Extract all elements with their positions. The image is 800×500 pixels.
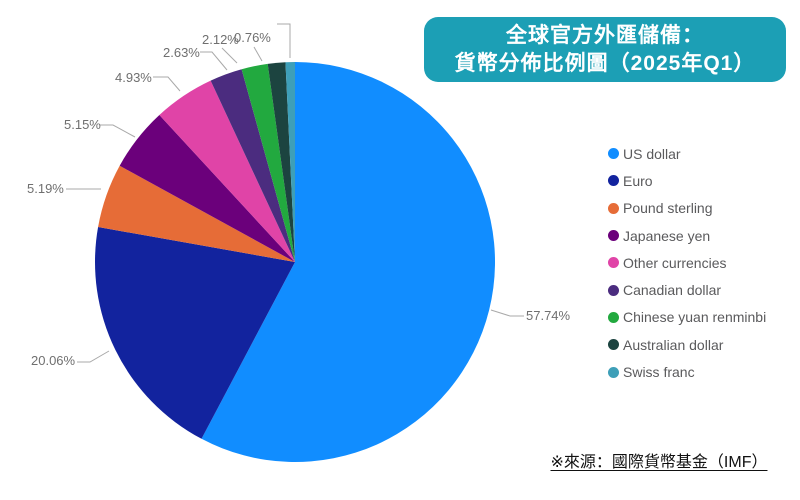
leader-chinese-yuan — [221, 47, 238, 64]
leader-us-dollar — [490, 309, 524, 317]
pie-slice-euro[interactable] — [95, 227, 296, 439]
pie-label-pound-sterling: 5.19% — [27, 181, 64, 196]
legend-label: Pound sterling — [623, 200, 713, 217]
leader-japanese-yen — [100, 124, 136, 138]
legend-label: Other currencies — [623, 254, 727, 271]
pie-label-other-currencies: 4.93% — [115, 70, 152, 85]
legend-label: Chinese yuan renminbi — [623, 309, 767, 326]
pie-slice-other-currencies[interactable] — [159, 80, 295, 262]
pie-slices — [95, 62, 496, 462]
legend-dot-japanese-yen — [608, 230, 619, 242]
legend-item-chinese-yuan-renminbi[interactable]: Chinese yuan renminbi — [608, 304, 766, 331]
legend-item-other-currencies[interactable]: Other currencies — [608, 249, 766, 276]
legend-label: Australian dollar — [623, 336, 724, 353]
legend-item-japanese-yen[interactable]: Japanese yen — [608, 222, 766, 249]
legend-label: Canadian dollar — [623, 282, 722, 299]
legend-dot-other-currencies — [608, 257, 619, 269]
legend-item-euro[interactable]: Euro — [608, 167, 766, 194]
legend-item-pound-sterling[interactable]: Pound sterling — [608, 195, 766, 222]
title-line-1: 全球官方外匯儲備： — [506, 23, 704, 47]
pie-slice-swiss-franc[interactable] — [285, 62, 295, 262]
legend-dot-australian-dollar — [608, 339, 619, 351]
pie-slice-australian-dollar[interactable] — [267, 62, 295, 263]
title-line-2: 貨幣分佈比例圖（2025年Q1） — [454, 51, 756, 75]
legend-label: US dollar — [623, 145, 681, 162]
chart-title-banner: 全球官方外匯儲備： 貨幣分佈比例圖（2025年Q1） — [424, 17, 786, 82]
leader-australian-dollar — [253, 46, 263, 62]
pie-slice-us-dollar[interactable] — [201, 62, 496, 462]
pie-label-japanese-yen: 5.15% — [64, 117, 101, 132]
pie-slice-chinese-yuan-renminbi[interactable] — [241, 63, 295, 263]
pie-slice-japanese-yen[interactable] — [119, 115, 296, 262]
leader-other-currencies — [153, 76, 181, 92]
legend-dot-us-dollar — [608, 148, 619, 160]
source-note: ※來源：國際貨幣基金（IMF） — [550, 454, 768, 471]
pie-label-us-dollar: 57.74% — [526, 308, 571, 323]
legend-item-us-dollar[interactable]: US dollar — [608, 140, 766, 167]
legend-item-australian-dollar[interactable]: Australian dollar — [608, 331, 766, 358]
pie-slice-canadian-dollar[interactable] — [210, 69, 295, 262]
pie-label-chinese-yuan-renminbi: 2.12% — [202, 32, 239, 47]
legend-dot-chinese-yuan-renminbi — [608, 311, 619, 323]
leader-canadian-dollar — [200, 51, 228, 71]
leader-swiss-franc — [277, 23, 291, 58]
legend-dot-swiss-franc — [608, 366, 619, 378]
leader-euro — [77, 350, 110, 363]
pie-label-canadian-dollar: 2.63% — [163, 45, 200, 60]
legend-label: Japanese yen — [623, 227, 711, 244]
pie-slice-pound-sterling[interactable] — [98, 165, 295, 262]
legend-label: Euro — [623, 172, 653, 189]
legend: US dollar Euro Pound sterling Japanese yen O… — [608, 140, 766, 386]
legend-dot-pound-sterling — [608, 202, 619, 214]
legend-dot-canadian-dollar — [608, 284, 619, 296]
legend-item-swiss-franc[interactable]: Swiss franc — [608, 358, 766, 385]
legend-label: Swiss franc — [623, 364, 695, 381]
pie-label-euro: 20.06% — [31, 353, 76, 368]
legend-dot-euro — [608, 175, 619, 187]
pie-label-swiss-franc: 0.76% — [234, 30, 271, 45]
label-leader-lines — [66, 23, 524, 363]
legend-item-canadian-dollar[interactable]: Canadian dollar — [608, 276, 766, 303]
